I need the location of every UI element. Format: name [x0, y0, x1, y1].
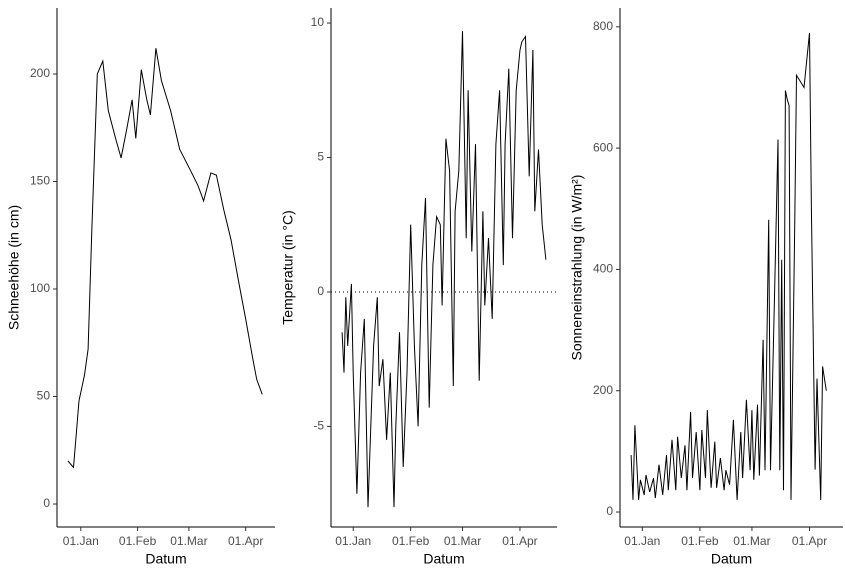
y-tick-label: 400: [593, 262, 613, 276]
y-tick-label: 0: [317, 284, 324, 298]
x-tick-label: 01.Feb: [681, 534, 719, 548]
x-tick-label: 01.Apr: [228, 534, 263, 548]
x-tick-label: 01.Jan: [63, 534, 99, 548]
y-tick-label: 5: [317, 150, 324, 164]
y-tick-label: 10: [311, 15, 325, 29]
y-tick-label: 600: [593, 140, 613, 154]
y-axis-title: Schneehöhe (in cm): [6, 205, 22, 330]
x-tick-label: 01.Jan: [335, 534, 371, 548]
x-tick-label: 01.Feb: [119, 534, 157, 548]
y-tick-label: 200: [30, 66, 50, 80]
data-line: [630, 32, 827, 500]
y-tick-label: 150: [30, 174, 50, 188]
y-tick-label: -5: [313, 419, 324, 433]
x-tick-label: 01.Mar: [170, 534, 207, 548]
x-axis-title: Datum: [711, 551, 752, 567]
y-tick-label: 50: [37, 389, 51, 403]
x-tick-label: 01.Apr: [792, 534, 827, 548]
x-tick-label: 01.Feb: [392, 534, 430, 548]
y-tick-label: 0: [43, 496, 50, 510]
data-line: [341, 31, 547, 508]
x-axis-title: Datum: [423, 551, 464, 567]
x-axis-title: Datum: [145, 551, 186, 567]
x-tick-label: 01.Mar: [733, 534, 770, 548]
y-tick-label: 200: [593, 383, 613, 397]
x-tick-label: 01.Mar: [444, 534, 481, 548]
y-axis-title: Temperatur (in °C): [280, 210, 296, 325]
x-tick-label: 01.Jan: [624, 534, 660, 548]
y-tick-label: 100: [30, 281, 50, 295]
y-tick-label: 0: [606, 504, 613, 518]
data-line: [67, 48, 263, 469]
y-tick-label: 800: [593, 19, 613, 33]
x-tick-label: 01.Apr: [502, 534, 537, 548]
y-axis-title: Sonneneinstrahlung (in W/m²): [569, 175, 585, 361]
